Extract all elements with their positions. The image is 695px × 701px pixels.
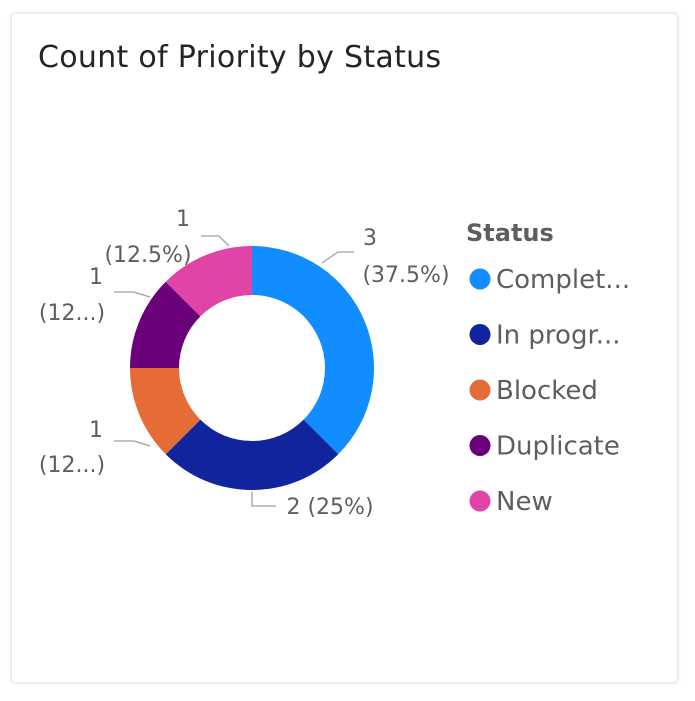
leader-line-in-progress [251, 492, 276, 507]
legend-item-in-progress[interactable]: In progr... [469, 321, 621, 351]
legend-item-completed[interactable]: Complet... [469, 265, 631, 295]
legend-marker-in-progress [469, 324, 491, 345]
legend-label-blocked: Blocked [496, 376, 598, 406]
leader-line-duplicate [114, 291, 151, 298]
legend-marker-blocked [469, 379, 491, 401]
legend-item-new[interactable]: New [469, 487, 553, 517]
slice-in-progress[interactable] [165, 419, 339, 490]
data-label-duplicate: 1 [89, 265, 103, 290]
legend-item-duplicate[interactable]: Duplicate [469, 432, 620, 462]
legend-label-new: New [496, 487, 553, 517]
legend-label-completed: Complet... [496, 265, 630, 295]
legend-label-duplicate: Duplicate [496, 432, 620, 462]
data-label-new: 1 [176, 207, 190, 232]
slice-new[interactable] [165, 246, 252, 317]
leader-line-new [201, 235, 230, 247]
legend-title: Status [466, 219, 554, 247]
legend-label-in-progress: In progr... [496, 321, 621, 351]
data-label-in-progress: 2 (25%) [286, 495, 373, 520]
chart-title: Count of Priority by Status [38, 40, 442, 75]
legend-marker-completed [469, 268, 491, 290]
data-label-blocked: (12...) [39, 453, 105, 478]
legend-marker-duplicate [469, 435, 491, 456]
slice-completed[interactable] [252, 246, 374, 455]
slice-blocked[interactable] [130, 368, 201, 455]
data-label-duplicate: (12...) [39, 301, 105, 326]
legend-marker-new [469, 490, 491, 512]
data-label-blocked: 1 [89, 418, 103, 443]
data-label-completed: 3 [363, 226, 377, 251]
data-label-new: (12.5%) [104, 243, 191, 268]
leader-line-blocked [114, 440, 151, 447]
slice-duplicate[interactable] [130, 281, 201, 368]
legend-item-blocked[interactable]: Blocked [469, 376, 598, 406]
data-label-completed: (37.5%) [362, 263, 449, 288]
leader-line-completed [321, 251, 354, 264]
